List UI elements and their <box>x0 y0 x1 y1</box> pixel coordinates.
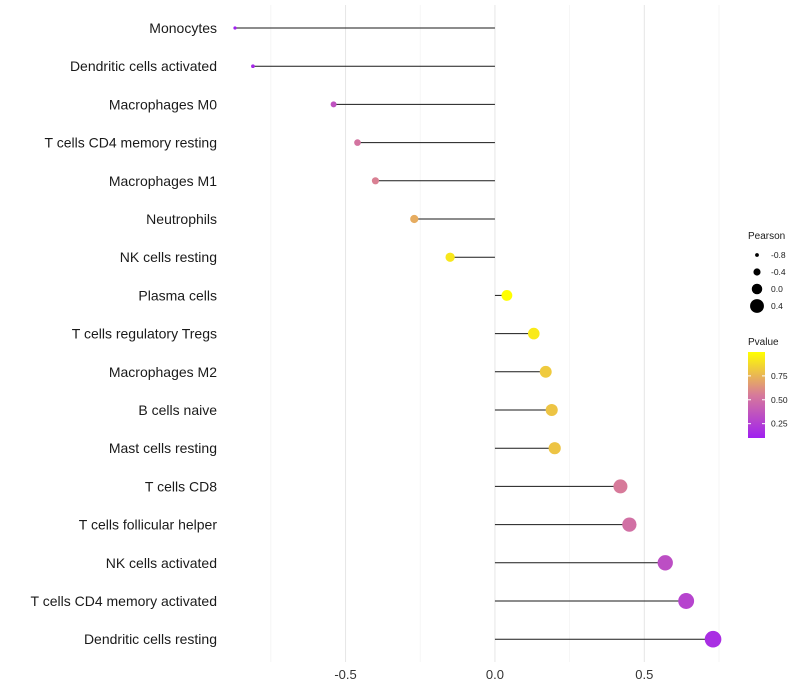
lollipop-point <box>410 214 419 224</box>
category-label: Neutrophils <box>146 211 217 227</box>
category-label: Macrophages M0 <box>109 96 217 112</box>
lollipop-point <box>548 442 561 455</box>
category-label: Mast cells resting <box>109 440 217 456</box>
lollipop-point <box>445 252 455 262</box>
category-label: Dendritic cells resting <box>84 631 217 647</box>
x-tick-label: 0.5 <box>635 667 653 682</box>
lollipop-point <box>330 101 337 108</box>
lollipop-point <box>704 630 722 648</box>
lollipop-point <box>233 26 237 30</box>
category-label: B cells naive <box>138 402 217 418</box>
lollipop-point <box>354 139 361 146</box>
category-label: NK cells resting <box>120 249 217 265</box>
lollipop-point <box>545 403 558 417</box>
size-legend-label: -0.8 <box>771 250 786 260</box>
lollipop-point <box>657 555 673 571</box>
category-label: Macrophages M2 <box>109 364 217 380</box>
category-label: T cells CD4 memory activated <box>31 593 217 609</box>
category-label: T cells CD4 memory resting <box>45 135 217 151</box>
category-labels: Monocytes Dendritic cells activated Macrop… <box>31 20 218 647</box>
category-label: Macrophages M1 <box>109 173 217 189</box>
size-legend-label: -0.4 <box>771 267 786 277</box>
category-label: Plasma cells <box>138 287 217 303</box>
lollipop-point <box>371 177 380 185</box>
color-legend-label: 0.25 <box>771 419 788 429</box>
category-label: Dendritic cells activated <box>70 58 217 74</box>
lollipop-point <box>678 593 695 609</box>
x-tick-label: -0.5 <box>334 667 356 682</box>
color-legend-label: 0.75 <box>771 371 788 381</box>
plot-marks <box>233 26 722 648</box>
lollipop-point <box>501 289 513 301</box>
size-legend-dot <box>755 253 759 257</box>
category-label: T cells CD8 <box>145 478 217 494</box>
x-tick-label: 0.0 <box>486 667 504 682</box>
color-legend-label: 0.50 <box>771 395 788 405</box>
lollipop-point <box>539 365 552 378</box>
legends: Pearson -0.8 -0.4 0.0 0.4 Pvalue 0.75 0.50 0.25 <box>748 231 788 438</box>
category-label: T cells follicular helper <box>79 517 218 533</box>
lollipop-point <box>527 327 540 340</box>
category-label: Monocytes <box>149 20 217 36</box>
size-legend-dot <box>751 283 763 295</box>
color-legend-title: Pvalue <box>748 337 779 348</box>
size-legend-title: Pearson <box>748 231 785 242</box>
x-axis: -0.5 0.0 0.5 <box>334 667 653 682</box>
lollipop-point <box>622 517 637 532</box>
size-legend-dot <box>753 268 761 276</box>
size-legend-label: 0.0 <box>771 284 783 294</box>
lollipop-point <box>613 479 628 494</box>
category-label: T cells regulatory Tregs <box>72 326 217 342</box>
color-legend-bar <box>748 352 765 438</box>
lollipop-point <box>251 64 255 69</box>
size-legend-label: 0.4 <box>771 301 783 311</box>
size-legend-dot <box>750 299 764 313</box>
category-label: NK cells activated <box>106 555 217 571</box>
